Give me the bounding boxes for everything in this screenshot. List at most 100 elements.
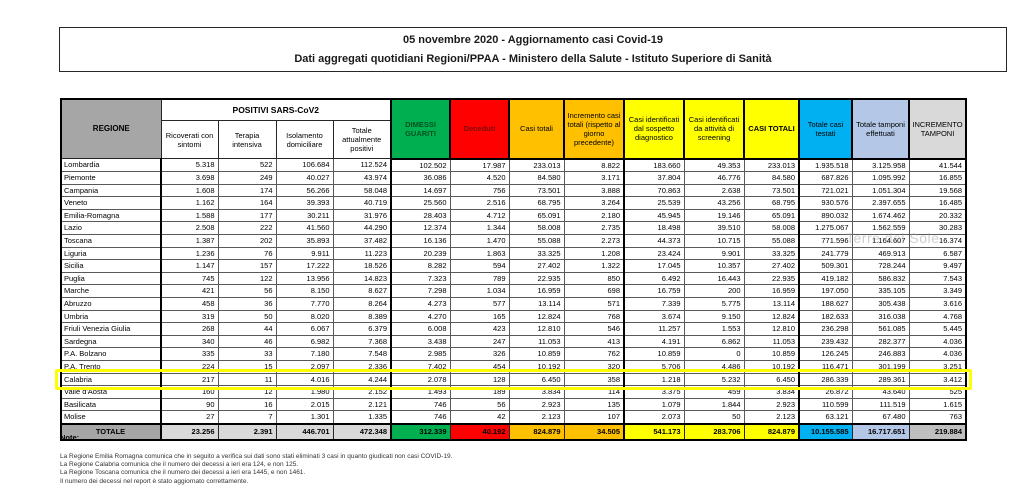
data-cell: 164 (217, 196, 277, 210)
data-cell: 2.516 (449, 196, 510, 210)
data-cell: 1.208 (563, 246, 625, 261)
data-cell: 1.164.607 (851, 234, 910, 248)
table-row: Sardegna 340 46 6.982 7.368 3.438 247 11.053 413… (60, 334, 967, 349)
region-name: Calabria (60, 372, 162, 387)
data-cell: 65.091 (508, 208, 565, 223)
data-cell: 63.121 (798, 410, 853, 425)
data-cell: 316.038 (851, 309, 910, 324)
data-cell: 1.322 (563, 259, 625, 273)
data-cell: 5.775 (683, 297, 745, 311)
data-cell: 6.008 (390, 322, 451, 336)
table-row: Veneto 1.162 164 39.393 40.719 25.560 2.516 68.… (60, 196, 967, 210)
data-cell: 7.770 (275, 297, 334, 311)
total-cell: 34.505 (563, 422, 625, 441)
data-cell: 90 (160, 397, 219, 412)
data-cell: 16 (217, 397, 277, 412)
data-cell: 17.222 (275, 259, 334, 273)
data-cell: 3.698 (160, 171, 219, 185)
data-cell: 4.520 (449, 171, 510, 185)
total-label: TOTALE (60, 422, 162, 441)
column-header-regione: REGIONE (60, 98, 162, 159)
data-cell: 8.020 (275, 309, 334, 324)
data-cell: 4.270 (390, 309, 451, 324)
notes-section: Note: La Regione Emilia Romagna comunica… (60, 433, 960, 486)
report-subtitle: Dati aggregati quotidiani Regioni/PPAA -… (294, 52, 772, 65)
data-cell: 320 (563, 360, 625, 374)
data-cell: 282.377 (851, 334, 910, 349)
region-name: Abruzzo (60, 297, 162, 311)
data-cell: 3.412 (908, 372, 967, 387)
data-cell: 2.073 (623, 410, 685, 425)
data-cell: 45.945 (623, 208, 685, 223)
table-row: Campania 1.608 174 56.266 58.048 14.697 756 73.… (60, 183, 967, 198)
data-cell: 3.251 (908, 360, 967, 374)
data-cell: 687.826 (798, 171, 853, 185)
data-cell: 50 (683, 410, 745, 425)
data-cell: 728.244 (851, 259, 910, 273)
data-cell: 182.633 (798, 309, 853, 324)
data-cell: 44.290 (332, 221, 392, 236)
data-cell: 2.397.655 (851, 196, 910, 210)
data-cell: 25.560 (390, 196, 451, 210)
data-cell: 236.298 (798, 322, 853, 336)
data-cell: 2.508 (160, 221, 219, 236)
column-header-screening: Casi identificati da attività di screeni… (683, 98, 745, 160)
data-cell: 128 (449, 372, 510, 387)
data-cell: 762 (563, 347, 625, 361)
data-cell: 768 (563, 309, 625, 324)
data-cell: 3.375 (623, 385, 685, 399)
data-cell: 5.706 (623, 360, 685, 374)
data-cell: 27 (160, 410, 219, 425)
data-cell: 8.822 (563, 157, 625, 173)
data-cell: 188.627 (798, 297, 853, 311)
data-cell: 1.562.559 (851, 221, 910, 236)
table-row: Molise 27 7 1.301 1.335 746 42 2.123 107 2.073 50 2… (60, 410, 967, 425)
data-cell: 289.361 (851, 372, 910, 387)
data-cell: 8.389 (332, 309, 392, 324)
data-cell: 1.387 (160, 234, 219, 248)
data-cell: 11.053 (508, 334, 565, 349)
data-cell: 1.236 (160, 246, 219, 261)
data-cell: 1.493 (390, 385, 451, 399)
total-cell: 16.717.651 (851, 422, 910, 441)
data-cell: 335.105 (851, 284, 910, 299)
region-name: Emilia-Romagna (60, 208, 162, 223)
region-name: P.A. Bolzano (60, 347, 162, 361)
total-cell: 472.348 (332, 422, 392, 441)
data-cell: 30.211 (275, 208, 334, 223)
data-cell: 301.199 (851, 360, 910, 374)
data-cell: 1.147 (160, 259, 219, 273)
note-line: La Regione Emilia Romagna comunica che i… (60, 453, 453, 460)
data-cell: 561.085 (851, 322, 910, 336)
data-cell: 12.824 (743, 309, 800, 324)
data-cell: 522 (217, 157, 277, 173)
data-cell: 20.332 (908, 208, 967, 223)
data-cell: 340 (160, 334, 219, 349)
table-row: Lombardia 5.318 522 106.684 112.524 102.502 17… (60, 157, 967, 173)
data-cell: 2.638 (683, 183, 745, 198)
data-cell: 1.553 (683, 322, 745, 336)
data-cell: 12.824 (508, 309, 565, 324)
region-name: Lazio (60, 221, 162, 236)
table-row: Basilicata 90 16 2.015 2.121 746 56 2.923 135 1.0… (60, 397, 967, 412)
data-cell: 8.150 (275, 284, 334, 299)
data-cell: 4.273 (390, 297, 451, 311)
data-cell: 14.697 (390, 183, 451, 198)
data-cell: 746 (390, 410, 451, 425)
data-cell: 16.959 (508, 284, 565, 299)
data-cell: 58.008 (743, 221, 800, 236)
total-cell: 283.706 (683, 422, 745, 441)
region-name: Lombardia (60, 157, 162, 173)
table-row: Abruzzo 458 36 7.770 8.264 4.273 577 13.114 571 7… (60, 297, 967, 311)
data-cell: 12.810 (743, 322, 800, 336)
data-cell: 1.980 (275, 385, 334, 399)
region-name: Liguria (60, 246, 162, 261)
data-cell: 525 (908, 385, 967, 399)
data-cell: 268 (160, 322, 219, 336)
data-cell: 37.482 (332, 234, 392, 248)
data-cell: 58.048 (332, 183, 392, 198)
region-name: Basilicata (60, 397, 162, 412)
data-cell: 3.888 (563, 183, 625, 198)
data-cell: 25.539 (623, 196, 685, 210)
data-cell: 7.548 (332, 347, 392, 361)
